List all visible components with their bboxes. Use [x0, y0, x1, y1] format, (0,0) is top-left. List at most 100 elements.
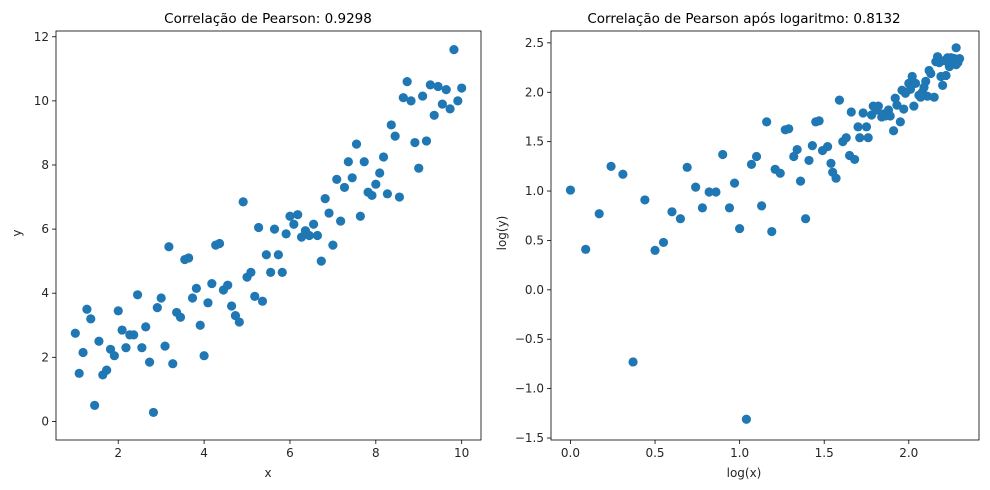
- data-point: [102, 366, 111, 375]
- data-point: [129, 330, 138, 339]
- left-x-axis-label: x: [264, 466, 271, 480]
- data-point: [305, 231, 314, 240]
- data-point: [254, 223, 263, 232]
- data-point: [742, 415, 751, 424]
- data-point: [735, 224, 744, 233]
- data-point: [418, 91, 427, 100]
- data-point: [336, 216, 345, 225]
- data-point: [921, 77, 930, 86]
- data-point: [153, 303, 162, 312]
- data-point: [430, 111, 439, 120]
- right-y-axis-label: log(y): [495, 216, 509, 251]
- y-tick-label: 2.5: [525, 36, 544, 50]
- data-point: [438, 99, 447, 108]
- data-point: [324, 208, 333, 217]
- left-chart-title: Correlação de Pearson: 0.9298: [164, 11, 372, 27]
- data-point: [207, 279, 216, 288]
- data-point: [659, 238, 668, 247]
- data-point: [110, 351, 119, 360]
- data-point: [698, 203, 707, 212]
- data-point: [725, 203, 734, 212]
- data-point: [581, 245, 590, 254]
- data-point: [640, 195, 649, 204]
- data-point: [410, 138, 419, 147]
- y-tick-label: 12: [34, 30, 49, 44]
- data-point: [804, 156, 813, 165]
- data-point: [246, 268, 255, 277]
- data-point: [262, 250, 271, 259]
- plot-frame: [56, 31, 481, 440]
- y-tick-label: 2.0: [525, 85, 544, 99]
- data-point: [896, 117, 905, 126]
- plot-frame: [551, 31, 979, 440]
- data-point: [75, 369, 84, 378]
- y-tick-label: 10: [34, 94, 49, 108]
- data-point: [328, 241, 337, 250]
- data-point: [784, 124, 793, 133]
- data-point: [348, 173, 357, 182]
- data-point: [595, 209, 604, 218]
- y-tick-label: −1.5: [515, 431, 544, 445]
- left-y-axis-label: y: [10, 229, 24, 236]
- data-point: [762, 117, 771, 126]
- data-point: [387, 120, 396, 129]
- data-point: [200, 351, 209, 360]
- data-point: [414, 164, 423, 173]
- data-point: [137, 343, 146, 352]
- data-point: [395, 192, 404, 201]
- data-point: [86, 314, 95, 323]
- data-point: [618, 170, 627, 179]
- data-point: [899, 104, 908, 113]
- data-point: [433, 82, 442, 91]
- y-tick-label: 2: [41, 350, 49, 364]
- data-point: [776, 169, 785, 178]
- data-point: [835, 96, 844, 105]
- x-tick-label: 8: [372, 446, 380, 460]
- data-point: [82, 305, 91, 314]
- y-tick-label: 0.0: [525, 283, 544, 297]
- right-x-axis-label: log(x): [727, 466, 762, 480]
- data-point: [767, 227, 776, 236]
- data-point: [227, 301, 236, 310]
- data-point: [344, 157, 353, 166]
- data-point: [826, 159, 835, 168]
- data-point: [831, 174, 840, 183]
- right-scatter-panel: Correlação de Pearson após logaritmo: 0.…: [495, 11, 979, 480]
- data-point: [859, 108, 868, 117]
- data-point: [371, 180, 380, 189]
- data-point: [352, 140, 361, 149]
- data-point: [375, 168, 384, 177]
- data-point: [952, 43, 961, 52]
- data-point: [793, 145, 802, 154]
- data-point: [274, 250, 283, 259]
- data-point: [360, 157, 369, 166]
- data-point: [203, 298, 212, 307]
- data-point: [628, 357, 637, 366]
- data-point: [808, 141, 817, 150]
- data-point: [406, 96, 415, 105]
- data-point: [239, 197, 248, 206]
- data-point: [457, 83, 466, 92]
- y-tick-label: 4: [41, 286, 49, 300]
- data-point: [293, 210, 302, 219]
- data-point: [796, 177, 805, 186]
- data-point: [176, 313, 185, 322]
- data-point: [801, 214, 810, 223]
- data-point: [215, 239, 224, 248]
- data-point: [752, 152, 761, 161]
- data-point: [141, 322, 150, 331]
- data-point: [442, 85, 451, 94]
- x-tick-label: 6: [286, 446, 294, 460]
- right-chart-title: Correlação de Pearson após logaritmo: 0.…: [587, 11, 900, 27]
- data-point: [650, 246, 659, 255]
- data-point: [853, 122, 862, 131]
- x-tick-label: 2: [114, 446, 122, 460]
- y-tick-label: 6: [41, 222, 49, 236]
- data-point: [235, 317, 244, 326]
- data-point: [285, 212, 294, 221]
- data-point: [938, 81, 947, 90]
- data-point: [266, 268, 275, 277]
- data-point: [909, 101, 918, 110]
- data-point: [864, 133, 873, 142]
- data-point: [862, 122, 871, 131]
